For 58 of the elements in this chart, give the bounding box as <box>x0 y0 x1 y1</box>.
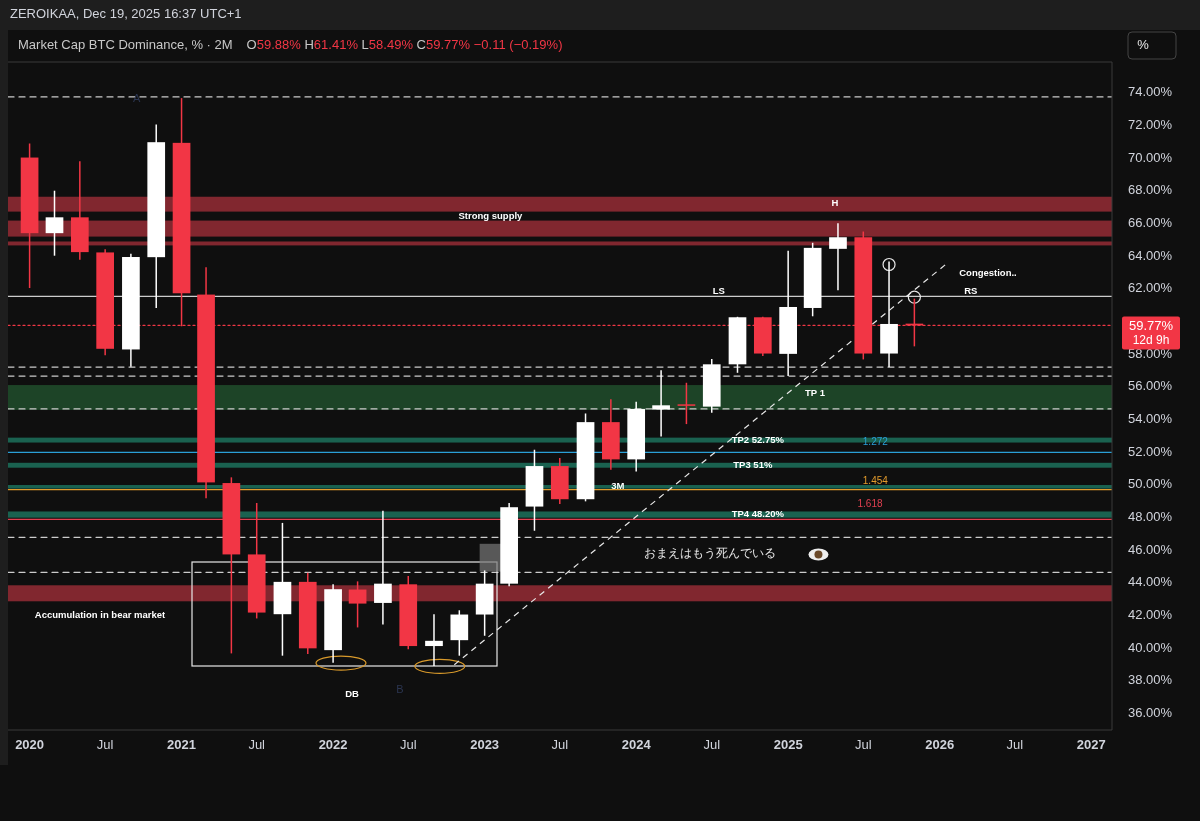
annotation: 1.272 <box>862 436 889 448</box>
text: % <box>1137 37 1150 53</box>
annotation: TP3 51% <box>733 458 773 470</box>
y-tick-label: 54.00% <box>1127 411 1173 427</box>
annotation: TP2 52.75% <box>731 433 785 445</box>
x-tick-label: 2023 <box>470 737 500 753</box>
y-tick-label: 40.00% <box>1127 639 1173 655</box>
x-tick-label: 2027 <box>1076 737 1106 753</box>
x-tick-label: Jul <box>399 737 417 753</box>
annotation: Strong supply <box>458 209 524 221</box>
annotation: B <box>396 682 404 695</box>
y-tick-label: 50.00% <box>1127 476 1173 492</box>
text: ZEROIKAA, Dec 19, 2025 16:37 UTC+1 <box>10 6 242 22</box>
ref-line-label: 59.77% <box>1128 317 1174 333</box>
y-tick-label: 42.00% <box>1127 607 1173 623</box>
annotation: LS <box>712 284 725 296</box>
annotation: A <box>133 92 142 105</box>
y-tick-label: 48.00% <box>1127 509 1173 525</box>
y-tick-label: 36.00% <box>1127 705 1173 721</box>
x-tick-label: 2025 <box>773 737 803 753</box>
y-tick-label: 44.00% <box>1127 574 1173 590</box>
annotation: RS <box>964 284 978 296</box>
annotation: Congestion.. <box>959 266 1017 278</box>
y-tick-label: 66.00% <box>1127 215 1173 231</box>
annotation: 3M <box>611 480 625 492</box>
annotation: おまえはもう死んでいる <box>644 546 776 561</box>
text: 12d 9h <box>1132 332 1170 347</box>
y-tick-label: 58.00% <box>1127 345 1173 361</box>
annotation: H <box>831 196 839 208</box>
x-tick-label: 2021 <box>167 737 197 753</box>
x-tick-label: Jul <box>703 737 721 753</box>
annotation: TP 1 <box>805 386 826 398</box>
y-tick-label: 62.00% <box>1127 280 1173 296</box>
y-tick-label: 74.00% <box>1127 84 1173 100</box>
x-tick-label: 2024 <box>621 737 652 753</box>
y-tick-label: 38.00% <box>1127 672 1173 688</box>
annotation: 1.454 <box>862 475 889 487</box>
y-tick-label: 70.00% <box>1127 149 1173 165</box>
y-tick-label: 68.00% <box>1127 182 1173 198</box>
y-tick-label: 52.00% <box>1127 443 1173 459</box>
y-tick-label: 56.00% <box>1127 378 1173 394</box>
x-tick-label: 2020 <box>15 737 45 753</box>
annotation: Accumulation in bear market <box>34 608 167 620</box>
y-tick-label: 72.00% <box>1127 117 1173 133</box>
x-tick-label: 2026 <box>925 737 955 753</box>
chart-title: Market Cap BTC Dominance, % · 2M <box>18 37 233 53</box>
x-tick-label: Jul <box>1006 737 1024 753</box>
x-tick-label: Jul <box>248 737 266 753</box>
x-tick-label: 2022 <box>318 737 348 753</box>
annotation: 1.618 <box>857 497 883 509</box>
x-tick-label: Jul <box>96 737 114 753</box>
annotation: DB <box>345 687 359 699</box>
annotation: TP4 48.20% <box>731 507 785 519</box>
x-tick-label: Jul <box>551 737 569 753</box>
text: O59.88% H61.41% L58.49% C59.77% −0.11 (−0.19%) <box>246 37 563 53</box>
y-tick-label: 64.00% <box>1127 247 1173 263</box>
y-tick-label: 46.00% <box>1127 541 1173 557</box>
x-tick-label: Jul <box>854 737 872 753</box>
